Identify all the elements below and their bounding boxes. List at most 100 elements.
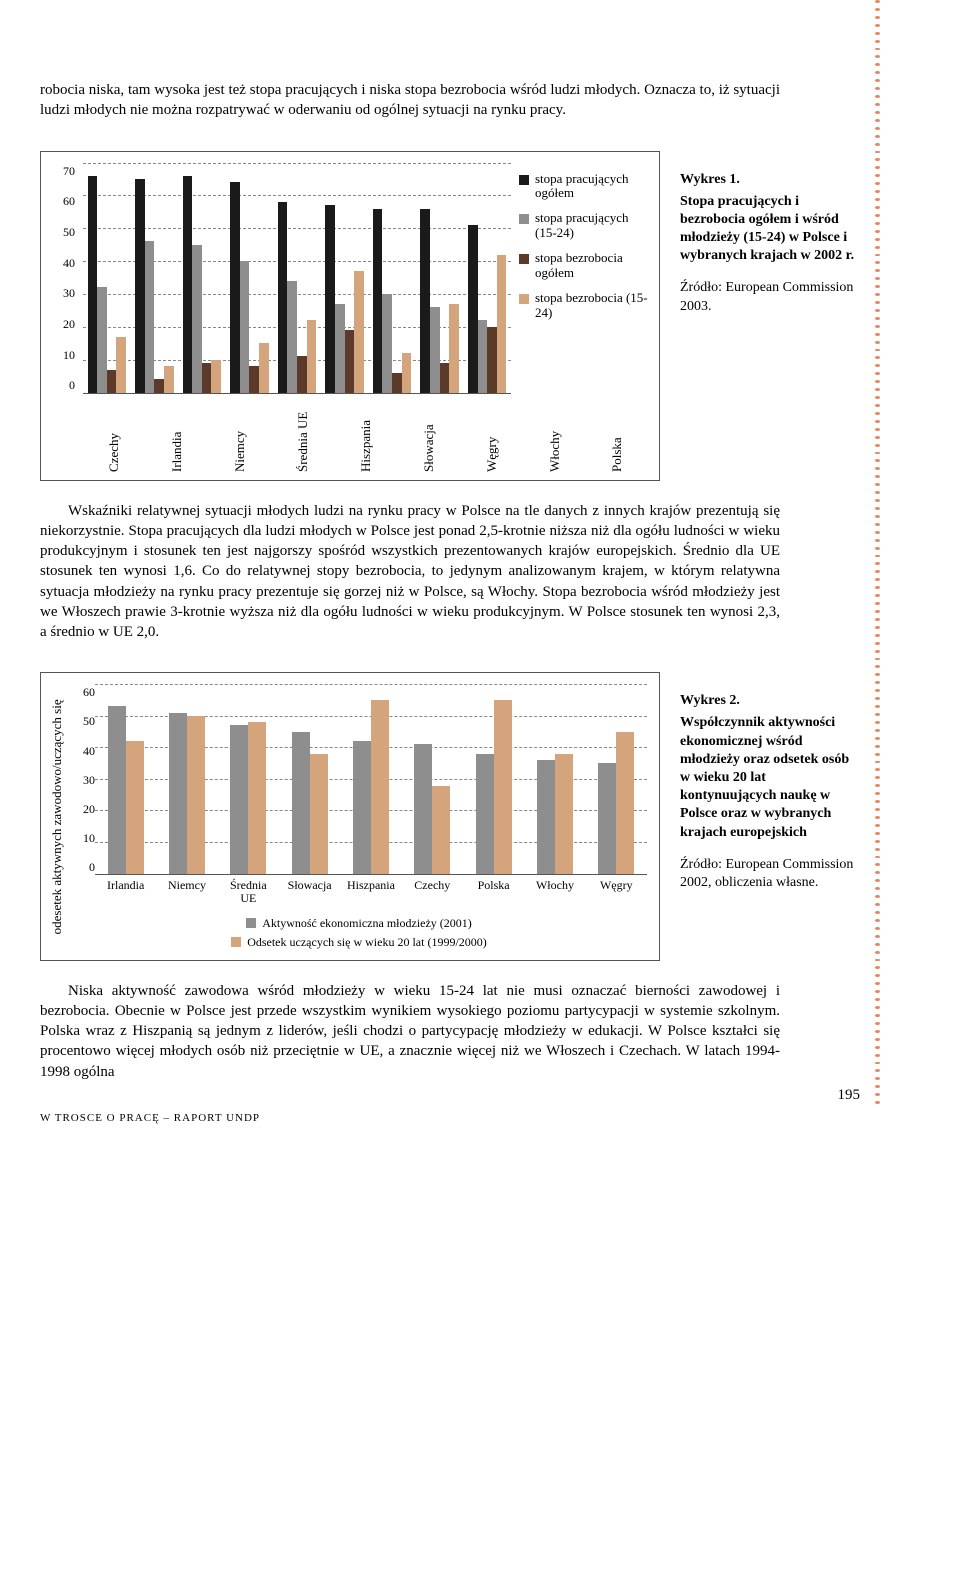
chart2-yaxis: 6050403020100: [71, 685, 95, 875]
caption2-title: Wykres 2.: [680, 692, 860, 710]
chart1-plot: [83, 164, 511, 394]
figure-1-row: 706050403020100 stopa pracujących ogółem…: [40, 151, 860, 481]
figure-2-row: odesetek aktywnych zawodowo/uczących się…: [40, 672, 860, 960]
bar: [187, 716, 205, 874]
legend-item: stopa bezrobocia (15-24): [519, 291, 649, 321]
bar-group: [373, 209, 412, 393]
bar: [432, 786, 450, 875]
bar: [402, 353, 412, 392]
bar: [487, 327, 497, 393]
legend-swatch: [519, 175, 529, 185]
bar: [126, 741, 144, 874]
x-label: Niemcy: [232, 398, 248, 472]
x-label: Irlandia: [98, 879, 153, 905]
legend-label: Aktywność ekonomiczna młodzieży (2001): [262, 916, 472, 931]
x-label: Hiszpania: [358, 398, 374, 472]
bar-group: [183, 176, 222, 393]
x-label: Włochy: [547, 398, 563, 472]
x-label: Niemcy: [159, 879, 214, 905]
bar: [598, 763, 616, 874]
bar: [278, 202, 288, 393]
bar: [414, 744, 432, 874]
legend-item: Odsetek uczących się w wieku 20 lat (199…: [231, 935, 487, 950]
bar: [97, 287, 107, 392]
bar: [325, 205, 335, 392]
x-label: Czechy: [106, 398, 122, 472]
legend-item: stopa pracujących ogółem: [519, 172, 649, 202]
bar: [108, 706, 126, 874]
bar: [192, 245, 202, 393]
bar: [169, 713, 187, 875]
x-label: Hiszpania: [343, 879, 398, 905]
bar: [373, 209, 383, 393]
x-label: Węgry: [589, 879, 644, 905]
bar: [310, 754, 328, 874]
bar: [616, 732, 634, 875]
bar-group: [466, 700, 521, 874]
bar: [382, 294, 392, 393]
bar: [211, 360, 221, 393]
bar: [145, 241, 155, 392]
caption2-body: Współczynnik aktywności ekonomicznej wśr…: [680, 714, 860, 841]
bar: [497, 255, 507, 393]
bar-group: [159, 713, 214, 875]
bar: [297, 356, 307, 392]
bar-group: [278, 202, 317, 393]
x-label: Irlandia: [169, 398, 185, 472]
bar-group: [221, 722, 276, 874]
bar: [476, 754, 494, 874]
end-paragraph: Niska aktywność zawodowa wśród młodzieży…: [40, 981, 780, 1082]
x-label: Średnia UE: [295, 398, 311, 472]
bar: [88, 176, 98, 393]
bar: [135, 179, 145, 393]
bar-group: [135, 179, 174, 393]
bar: [307, 320, 317, 392]
x-label: Słowacja: [282, 879, 337, 905]
bar: [440, 363, 450, 393]
intro-paragraph: robocia niska, tam wysoka jest też stopa…: [40, 80, 780, 121]
bar: [116, 337, 126, 393]
caption1-source: Źródło: European Commission 2003.: [680, 279, 860, 315]
caption1-title: Wykres 1.: [680, 171, 860, 189]
chart-2-box: odesetek aktywnych zawodowo/uczących się…: [40, 672, 660, 960]
bar: [345, 330, 355, 392]
bar-group: [420, 209, 459, 393]
bar: [249, 366, 259, 392]
bar: [230, 182, 240, 392]
bar-group: [325, 205, 364, 392]
bar-group: [468, 225, 507, 393]
legend-label: stopa pracujących (15-24): [535, 211, 649, 241]
figure-1-caption: Wykres 1. Stopa pracujących i bezrobocia…: [680, 151, 860, 481]
bar: [555, 754, 573, 874]
bar: [107, 370, 117, 393]
legend-label: stopa pracujących ogółem: [535, 172, 649, 202]
footer-text: W TROSCE O PRACĘ – RAPORT UNDP: [40, 1112, 260, 1124]
dot-border: [874, 0, 880, 1104]
bar: [353, 741, 371, 874]
legend-item: stopa bezrobocia ogółem: [519, 251, 649, 281]
bar: [287, 281, 297, 393]
chart2-plot: [95, 685, 647, 875]
legend-label: stopa bezrobocia (15-24): [535, 291, 649, 321]
bar: [354, 271, 364, 393]
bar: [449, 304, 459, 393]
bar: [494, 700, 512, 874]
bar: [420, 209, 430, 393]
chart2-ylabel: odesetek aktywnych zawodowo/uczących się: [49, 685, 65, 949]
x-label: Węgry: [484, 398, 500, 472]
bar-group: [230, 182, 269, 392]
x-label: Czechy: [405, 879, 460, 905]
bar: [335, 304, 345, 393]
caption1-body: Stopa pracujących i bezrobocia ogółem i …: [680, 193, 860, 266]
bar: [248, 722, 266, 874]
x-label: Polska: [609, 398, 625, 472]
bar-group: [405, 744, 460, 874]
bar: [183, 176, 193, 393]
bar: [154, 379, 164, 392]
bar: [202, 363, 212, 393]
legend-swatch: [519, 254, 529, 264]
mid-paragraph: Wskaźniki relatywnej sytuacji młodych lu…: [40, 501, 780, 643]
bar: [537, 760, 555, 874]
page-number: 195: [838, 1087, 861, 1104]
legend-label: stopa bezrobocia ogółem: [535, 251, 649, 281]
